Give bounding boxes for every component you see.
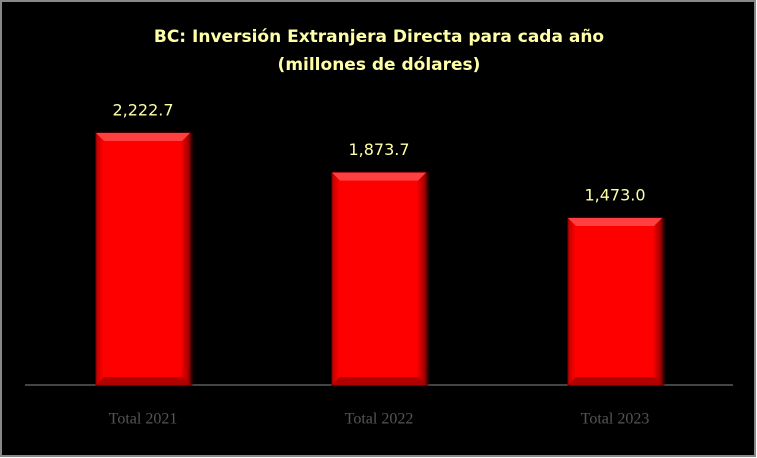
bar-bevel	[96, 377, 190, 385]
bar-bevel	[568, 217, 662, 226]
x-tick-label: Total 2022	[345, 411, 414, 428]
value-label: 2,222.7	[112, 101, 173, 120]
value-label: 1,873.7	[348, 140, 409, 159]
bar-bevel	[568, 377, 662, 385]
bar-bevel	[332, 172, 426, 181]
x-tick-label: Total 2021	[109, 411, 178, 428]
chart-title: BC: Inversión Extranjera Directa para ca…	[154, 27, 604, 47]
value-label: 1,473.0	[584, 185, 645, 204]
bar	[95, 132, 191, 386]
bar-bevel	[332, 377, 426, 385]
chart-subtitle: (millones de dólares)	[278, 55, 481, 75]
x-tick-label: Total 2023	[581, 411, 650, 428]
bar-bevel	[96, 133, 190, 141]
bar	[331, 172, 427, 386]
bar	[567, 217, 663, 386]
